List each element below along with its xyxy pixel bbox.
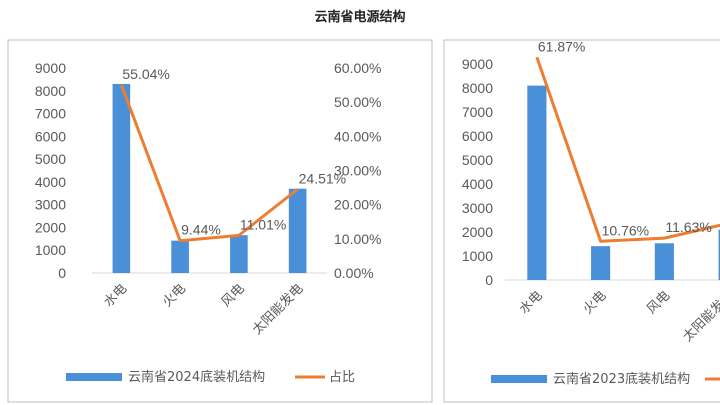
data-label: 24.51% (299, 170, 346, 186)
y-left-tick-label: 8000 (462, 80, 493, 96)
category-label: 太阳能发电 (249, 281, 306, 338)
y-right-tick-label: 10.00% (334, 231, 381, 247)
category-label: 水电 (517, 288, 546, 317)
chart-2024: 0 1000 2000 3000 4000 5000 6000 7000 8000 9000 0.0… (35, 60, 382, 385)
y-left-tick-label: 0 (485, 272, 493, 288)
category-label: 风电 (219, 281, 248, 310)
y-right-tick-label: 30.00% (334, 163, 381, 179)
data-label: 55.04% (122, 66, 169, 82)
y-right-tick-label: 50.00% (334, 94, 381, 110)
bar (288, 188, 307, 273)
category-label: 火电 (580, 288, 609, 317)
y-right-tick-label: 0.00% (334, 265, 374, 281)
bar (718, 229, 720, 280)
y-left-tick-label: 2000 (462, 224, 493, 240)
bar (230, 235, 248, 273)
chart-frame-2023 (443, 39, 720, 403)
y-right-tick-label: 20.00% (334, 197, 381, 213)
bar (171, 240, 189, 273)
y-left-tick-label: 7000 (35, 106, 66, 122)
bar (112, 83, 131, 273)
data-label: 10.76% (602, 222, 649, 238)
y-left-tick-label: 3000 (35, 197, 66, 213)
y-left-tick-label: 9000 (462, 56, 493, 72)
y-right-tick-label: 40.00% (334, 128, 381, 144)
ratio-line (119, 84, 299, 243)
y-left-tick-label: 0 (58, 265, 66, 281)
y-left-tick-label: 1000 (35, 242, 66, 258)
chart-2023: 0 1000 2000 3000 4000 5000 6000 7000 8000 9000 61.… (462, 38, 720, 387)
y-left-tick-label: 1000 (462, 248, 493, 264)
y-left-tick-label: 4000 (35, 174, 66, 190)
y-left-tick-label: 4000 (462, 176, 493, 192)
bar (591, 246, 611, 280)
ratio-line (535, 56, 720, 243)
y-left-tick-label: 5000 (35, 151, 66, 167)
y-left-tick-label: 6000 (35, 128, 66, 144)
category-label: 火电 (160, 281, 189, 310)
data-label: 11.01% (240, 216, 286, 232)
bar (527, 85, 547, 280)
y-left-tick-label: 5000 (462, 152, 493, 168)
legend-bar-swatch (491, 375, 547, 383)
y-left-tick-label: 2000 (35, 219, 66, 235)
y-left-tick-label: 8000 (35, 83, 66, 99)
y-right-tick-label: 60.00% (334, 60, 381, 76)
chart-frame-2024 (7, 39, 433, 403)
legend-label: 占比 (329, 370, 355, 385)
category-label: 水电 (101, 281, 130, 310)
legend-label: 云南省2024底装机结构 (128, 369, 265, 385)
category-label: 太阳能发电 (680, 288, 720, 345)
data-label: 9.44% (181, 222, 221, 238)
y-left-tick-label: 3000 (462, 200, 493, 216)
data-label: 61.87% (538, 38, 585, 54)
y-left-tick-label: 6000 (462, 128, 493, 144)
page-title: 云南省电源结构 (314, 10, 406, 25)
y-left-tick-label: 9000 (35, 60, 66, 76)
category-label: 风电 (644, 288, 673, 317)
data-label: 11.63% (665, 219, 711, 235)
bar (654, 243, 674, 280)
y-left-tick-label: 7000 (462, 104, 493, 120)
legend-bar-swatch (66, 373, 122, 381)
legend-label: 云南省2023底装机结构 (553, 371, 690, 387)
